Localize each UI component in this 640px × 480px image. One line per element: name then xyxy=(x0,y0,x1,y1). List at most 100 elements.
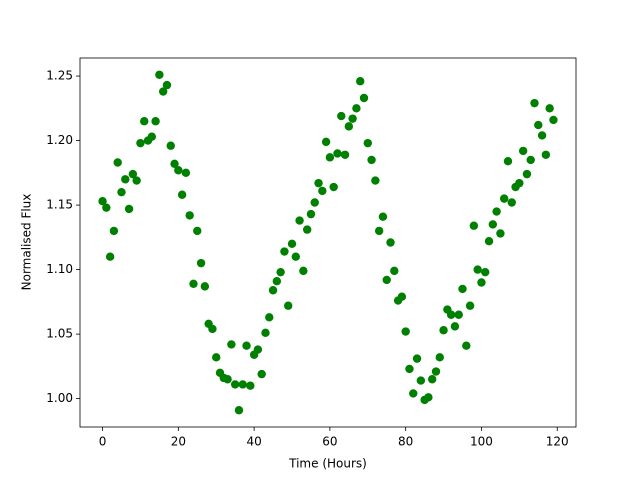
data-point xyxy=(534,120,543,130)
data-point xyxy=(397,292,407,301)
data-point xyxy=(450,322,460,331)
x-tick-label: 20 xyxy=(171,435,186,449)
data-point xyxy=(177,190,187,199)
y-tick-label: 1.20 xyxy=(46,133,73,147)
data-point xyxy=(359,93,369,103)
data-point xyxy=(416,376,426,385)
data-point xyxy=(268,286,278,295)
data-point xyxy=(325,153,335,162)
data-point xyxy=(428,375,437,384)
data-point xyxy=(537,131,547,140)
data-point xyxy=(162,80,172,90)
data-point xyxy=(287,239,297,248)
data-point xyxy=(306,209,316,219)
data-point xyxy=(409,389,418,398)
axes-frame xyxy=(79,57,577,428)
data-point xyxy=(284,301,293,310)
data-point xyxy=(276,267,285,277)
data-point xyxy=(481,267,490,277)
y-tick-label: 1.00 xyxy=(46,391,73,405)
data-point xyxy=(382,275,391,285)
data-point xyxy=(337,111,346,121)
data-point xyxy=(223,375,232,384)
data-point xyxy=(166,141,175,150)
data-point xyxy=(196,258,206,268)
data-point xyxy=(155,70,164,79)
y-tick-label: 1.10 xyxy=(46,262,73,276)
data-point xyxy=(227,340,236,349)
data-point xyxy=(363,138,372,148)
data-point xyxy=(401,327,410,336)
data-point xyxy=(340,150,350,159)
data-point xyxy=(280,247,289,256)
data-point xyxy=(507,198,516,207)
data-point xyxy=(356,77,365,86)
data-point xyxy=(446,310,456,319)
y-tick-label: 1.15 xyxy=(46,198,73,212)
y-tick-label: 1.05 xyxy=(46,327,73,341)
data-point xyxy=(378,212,388,221)
data-point xyxy=(253,345,263,354)
data-point xyxy=(234,406,244,415)
data-point xyxy=(405,364,414,374)
data-point xyxy=(242,341,251,350)
data-point xyxy=(189,279,198,288)
data-point xyxy=(454,310,463,319)
data-point xyxy=(318,186,327,196)
data-point xyxy=(412,354,422,363)
data-point xyxy=(302,225,312,234)
data-point xyxy=(488,220,498,229)
y-tick-label: 1.25 xyxy=(46,69,73,83)
x-tick-label: 0 xyxy=(99,435,107,449)
data-point xyxy=(545,104,554,113)
data-point xyxy=(140,117,149,126)
data-point xyxy=(484,237,494,246)
data-point xyxy=(265,313,274,322)
data-point xyxy=(499,194,509,203)
data-point xyxy=(333,149,342,158)
data-point xyxy=(541,150,551,159)
data-point xyxy=(374,226,384,236)
data-point xyxy=(113,158,122,167)
data-point xyxy=(109,226,119,236)
x-tick-label: 40 xyxy=(246,435,261,449)
data-point xyxy=(147,132,157,141)
data-point xyxy=(121,175,130,184)
data-point xyxy=(462,341,471,350)
data-point xyxy=(321,137,331,147)
x-axis-label: Time (Hours) xyxy=(288,457,367,471)
data-point xyxy=(170,159,179,168)
data-point xyxy=(469,221,479,230)
data-point xyxy=(117,187,126,197)
data-point xyxy=(261,328,270,338)
data-point xyxy=(246,381,255,390)
data-point xyxy=(132,176,141,185)
data-point xyxy=(352,104,361,113)
data-point xyxy=(230,380,240,389)
x-tick-label: 80 xyxy=(398,435,413,449)
data-point xyxy=(386,238,395,247)
data-point xyxy=(124,204,134,214)
data-point xyxy=(257,369,266,379)
data-point xyxy=(371,176,380,185)
data-point xyxy=(522,169,532,179)
data-point xyxy=(439,326,448,335)
data-point xyxy=(310,198,319,207)
data-point xyxy=(518,146,528,156)
data-point xyxy=(98,197,107,206)
data-point xyxy=(174,166,183,175)
data-point xyxy=(348,114,357,123)
data-point xyxy=(329,182,338,192)
data-point xyxy=(291,252,300,261)
data-point xyxy=(492,207,501,216)
data-point xyxy=(515,178,524,188)
data-point xyxy=(431,367,441,376)
x-tick-label: 60 xyxy=(322,435,337,449)
data-point xyxy=(530,98,539,108)
data-point xyxy=(458,284,467,294)
data-point xyxy=(208,324,217,334)
data-point xyxy=(128,169,138,179)
data-point xyxy=(181,168,191,178)
data-point xyxy=(344,122,354,131)
